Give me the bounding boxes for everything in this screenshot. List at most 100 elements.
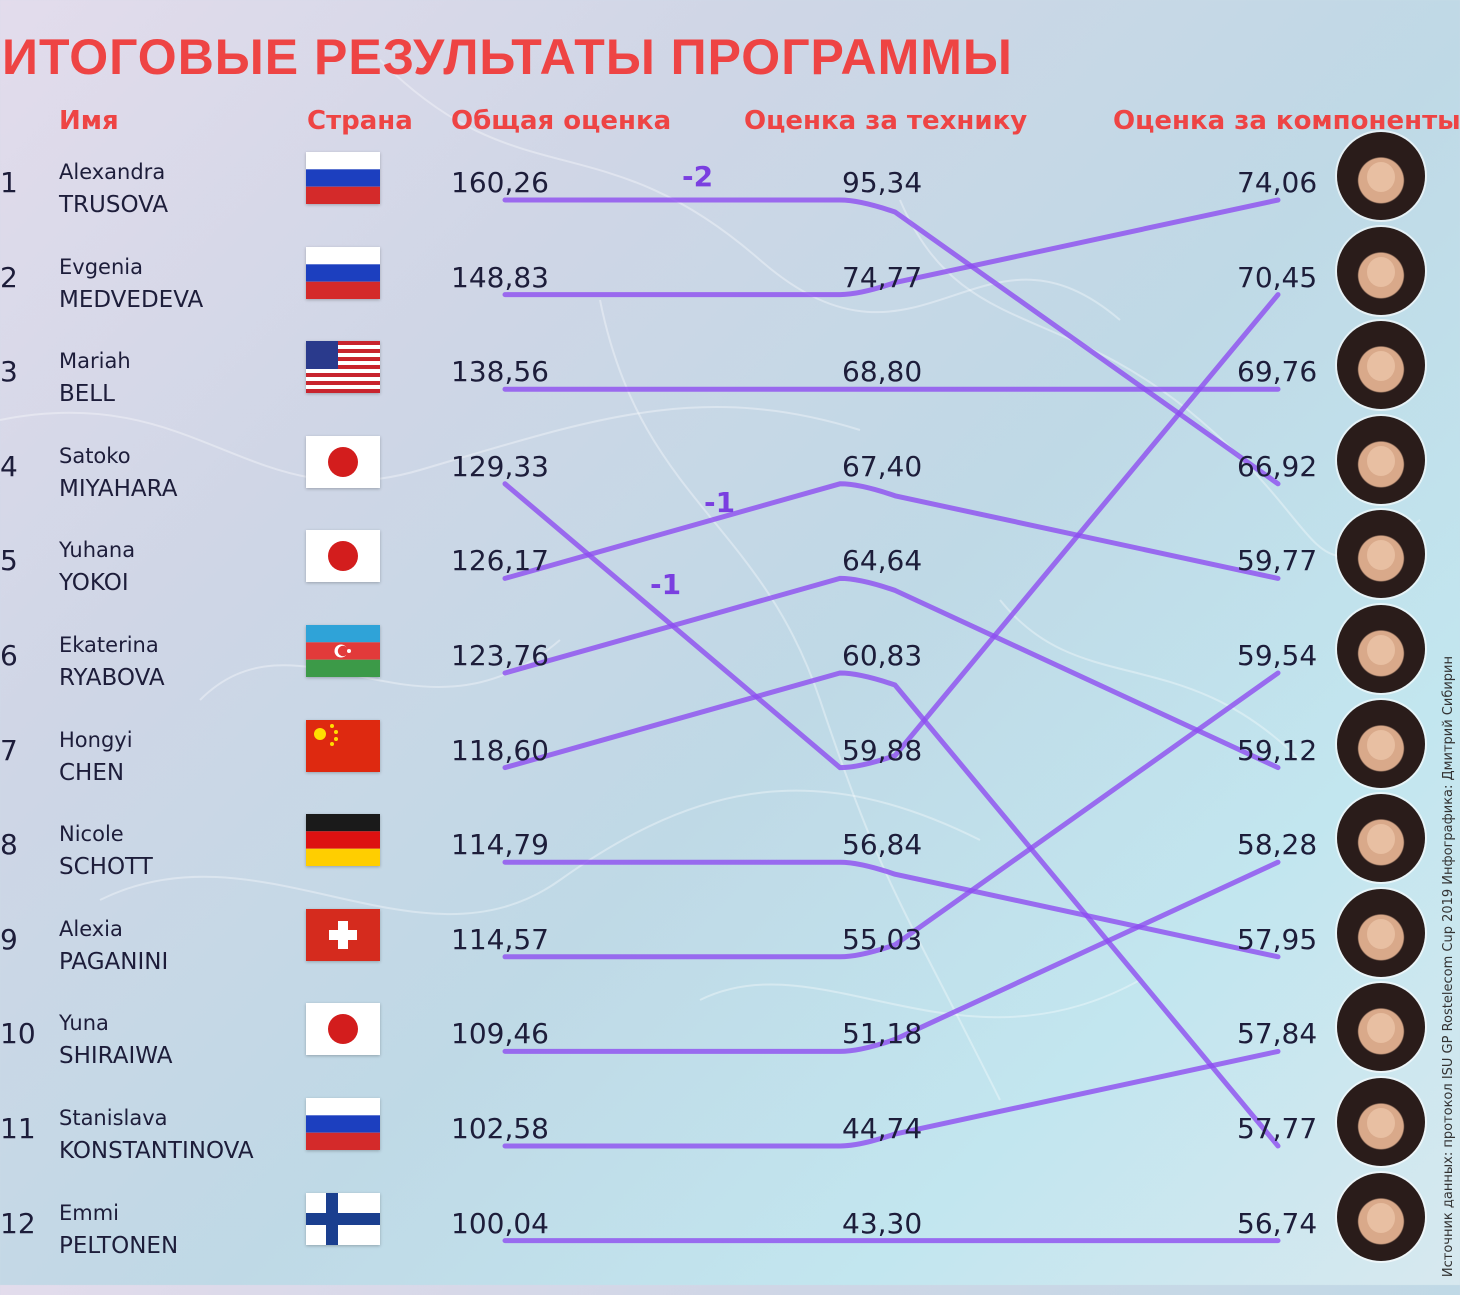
- last-name: PELTONEN: [59, 1232, 179, 1259]
- rank-change-annotation: -2: [682, 160, 714, 193]
- rank: 11: [0, 1112, 36, 1145]
- rank: 8: [0, 828, 18, 862]
- last-name: MIYAHARA: [59, 475, 178, 502]
- last-name: SCHOTT: [59, 854, 153, 881]
- skater-avatar-icon: [1337, 983, 1425, 1072]
- total-score: 160,26: [451, 166, 549, 199]
- total-score: 118,60: [451, 733, 549, 767]
- header-country: Страна: [307, 106, 413, 136]
- header-total: Общая оценка: [451, 106, 672, 136]
- technical-score: 68,80: [842, 355, 923, 389]
- rank: 1: [0, 166, 18, 199]
- last-name: TRUSOVA: [59, 192, 169, 218]
- table-row: 1 Alexandra TRUSOVA 160,26 95,34 74,06: [0, 132, 1460, 254]
- skater-avatar-icon: [1337, 510, 1425, 599]
- total-score: 126,17: [451, 544, 549, 578]
- first-name: Ekaterina: [59, 633, 159, 657]
- rank: 4: [0, 449, 18, 483]
- skater-avatar-icon: [1337, 794, 1425, 883]
- russia-flag-icon: [306, 1098, 380, 1150]
- table-row: 7 Hongyi CHEN 118,60 59,88 59,12: [0, 699, 1460, 822]
- rank: 6: [0, 639, 18, 672]
- last-name: BELL: [59, 381, 115, 408]
- header-name: Имя: [59, 106, 119, 136]
- total-score: 109,46: [451, 1017, 549, 1051]
- table-row: 5 Yuhana YOKOI 126,17 64,64 59,77: [0, 510, 1460, 632]
- rank: 7: [0, 733, 18, 767]
- rank-link-4: [502, 292, 1281, 771]
- first-name: Yuhana: [59, 538, 136, 563]
- table-row: 11 Stanislava KONSTANTINOVA 102,58 44,74 57,7…: [0, 1078, 1460, 1200]
- components-score: 59,54: [1237, 639, 1318, 672]
- rank: 2: [0, 260, 18, 294]
- last-name: RYABOVA: [59, 665, 165, 691]
- first-name: Yuna: [59, 1011, 109, 1036]
- rank: 5: [0, 544, 18, 578]
- first-name: Stanislava: [59, 1106, 168, 1130]
- last-name: MEDVEDEVA: [59, 286, 204, 313]
- components-score: 69,76: [1237, 355, 1318, 389]
- rank: 3: [0, 355, 18, 389]
- first-name: Mariah: [59, 349, 131, 374]
- rank-link-5: [502, 481, 1281, 581]
- rank-change-annotation: -1: [704, 486, 736, 519]
- russia-flag-icon: [306, 246, 380, 299]
- components-score: 59,12: [1237, 733, 1318, 767]
- table-row: 9 Alexia PAGANINI 114,57 55,03 57,95: [0, 888, 1460, 1011]
- components-score: 57,84: [1237, 1017, 1318, 1051]
- header-technical: Оценка за технику: [744, 106, 1028, 136]
- components-score: 59,77: [1237, 544, 1318, 578]
- first-name: Alexandra: [59, 160, 166, 184]
- skater-avatar-icon: [1337, 415, 1425, 504]
- azerbaijan-flag-icon: [306, 625, 380, 677]
- russia-flag-icon: [306, 152, 380, 204]
- technical-score: 51,18: [842, 1017, 923, 1051]
- table-row: 4 Satoko MIYAHARA 129,33 67,40 66,92: [0, 415, 1460, 538]
- total-score: 138,56: [451, 355, 549, 389]
- total-score: 129,33: [451, 449, 549, 483]
- table-row: 3 Mariah BELL 138,56 68,80 69,76: [0, 321, 1460, 443]
- last-name: YOKOI: [59, 570, 129, 597]
- rank: 9: [0, 922, 18, 956]
- first-name: Nicole: [59, 822, 124, 847]
- total-score: 123,76: [451, 639, 549, 672]
- technical-score: 59,88: [842, 733, 923, 767]
- technical-score: 55,03: [842, 922, 923, 956]
- header-components: Оценка за компоненты: [1113, 106, 1460, 136]
- table-row: 10 Yuna SHIRAIWA 109,46 51,18 57,84: [0, 983, 1460, 1105]
- technical-score: 74,77: [842, 260, 923, 294]
- table-row: 8 Nicole SCHOTT 114,79 56,84 58,28: [0, 794, 1460, 916]
- last-name: CHEN: [59, 759, 125, 786]
- finland-flag-icon: [306, 1192, 380, 1245]
- japan-flag-icon: [306, 435, 380, 488]
- components-score: 57,95: [1237, 922, 1318, 956]
- rank-change-annotation: -1: [650, 568, 682, 601]
- total-score: 114,57: [451, 922, 549, 956]
- rank-link-1: [502, 197, 1281, 487]
- technical-score: 43,30: [842, 1206, 923, 1240]
- table-row: 6 Ekaterina RYABOVA 123,76 60,83 59,54: [0, 605, 1460, 727]
- components-score: 70,45: [1237, 260, 1318, 294]
- china-flag-icon: [306, 719, 380, 772]
- rank-link-10: [502, 859, 1281, 1054]
- rank-link-6: [502, 575, 1281, 771]
- first-name: Hongyi: [59, 727, 133, 752]
- table-row: 2 Evgenia MEDVEDEVA 148,83 74,77 70,45: [0, 226, 1460, 349]
- technical-score: 44,74: [842, 1112, 923, 1145]
- technical-score: 56,84: [842, 828, 923, 862]
- components-score: 66,92: [1237, 449, 1318, 483]
- usa-flag-icon: [306, 341, 380, 394]
- skater-avatar-icon: [1337, 1172, 1425, 1261]
- rank-link-2: [502, 197, 1281, 298]
- first-name: Emmi: [59, 1200, 120, 1225]
- last-name: SHIRAIWA: [59, 1043, 173, 1070]
- first-name: Alexia: [59, 916, 123, 941]
- skater-avatar-icon: [1337, 226, 1425, 315]
- chart-title: ИТОГОВЫЕ РЕЗУЛЬТАТЫ ПРОГРАММЫ: [2, 29, 1013, 85]
- rank-link-11: [502, 1048, 1281, 1149]
- total-score: 102,58: [451, 1112, 549, 1145]
- first-name: Evgenia: [59, 254, 143, 279]
- japan-flag-icon: [306, 530, 380, 583]
